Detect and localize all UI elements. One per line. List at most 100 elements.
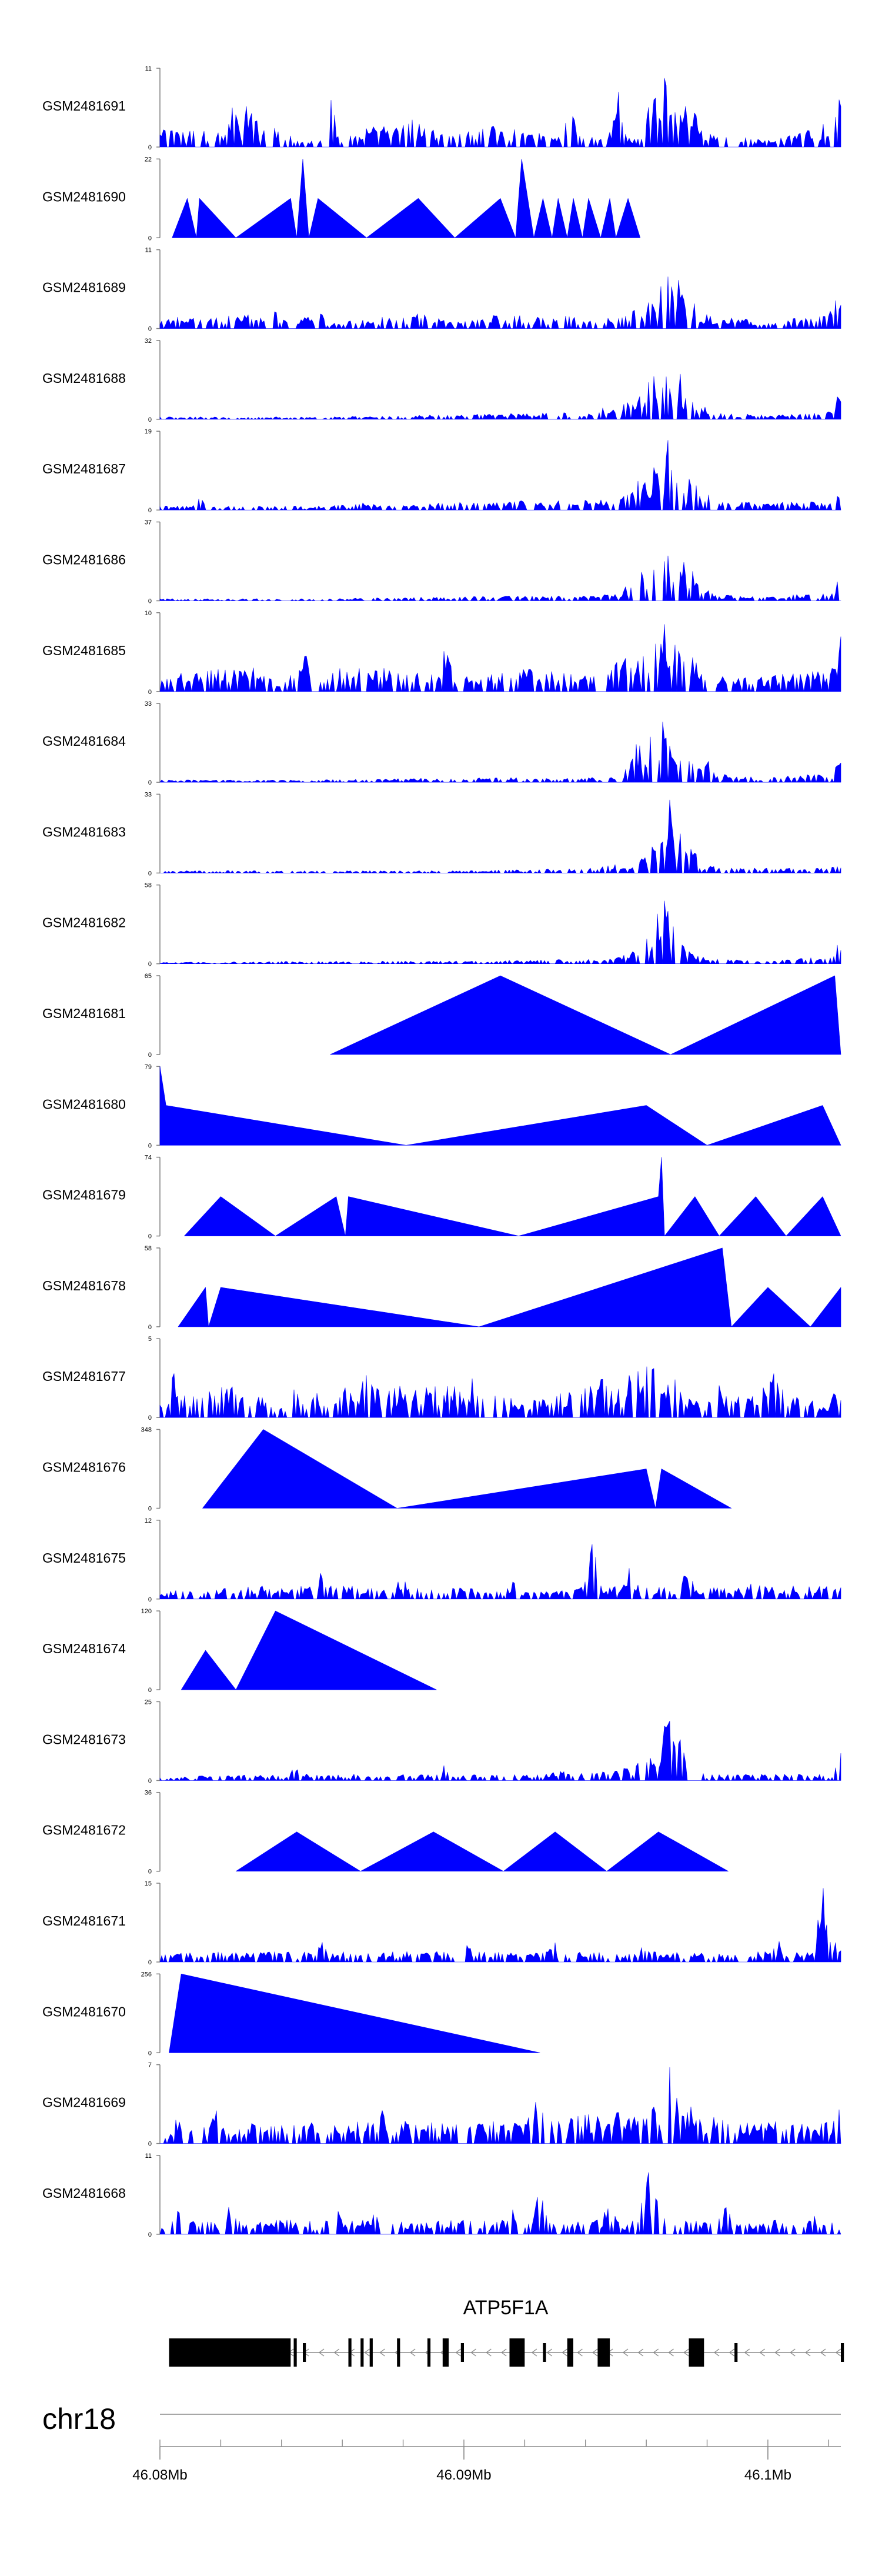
gene-exon <box>397 2338 400 2367</box>
y-axis-min-label: 0 <box>148 2231 152 2238</box>
strand-chevron <box>546 2348 553 2357</box>
track-label: GSM2481670 <box>42 2004 126 2019</box>
strand-chevron <box>622 2348 629 2357</box>
track-label: GSM2481681 <box>42 1006 126 1021</box>
track-label: GSM2481669 <box>42 2095 126 2110</box>
coverage-area <box>169 1974 540 2053</box>
y-axis-max-label: 65 <box>145 973 152 980</box>
track-GSM2481676: GSM2481676 348 0 <box>42 1427 732 1513</box>
y-axis-max-label: 33 <box>145 700 152 708</box>
y-axis-min-label: 0 <box>148 144 152 151</box>
strand-chevron <box>744 2348 750 2357</box>
track-label: GSM2481672 <box>42 1823 126 1838</box>
coverage-area <box>159 1066 841 1146</box>
track-label: GSM2481668 <box>42 2185 126 2201</box>
coverage-area <box>172 159 641 238</box>
y-axis-max-label: 79 <box>145 1063 152 1070</box>
strand-chevron <box>318 2348 325 2357</box>
y-axis-max-label: 25 <box>145 1699 152 1706</box>
y-axis-min-label: 0 <box>148 1142 152 1149</box>
y-axis-min-label: 0 <box>148 1868 152 1876</box>
coverage-area <box>159 624 841 692</box>
track-GSM2481685: GSM2481685 10 0 <box>42 610 841 696</box>
y-axis-min-label: 0 <box>148 1777 152 1784</box>
track-label: GSM2481676 <box>42 1460 126 1475</box>
track-GSM2481686: GSM2481686 37 0 <box>42 519 841 605</box>
gene-exon <box>293 2338 297 2367</box>
y-axis-min-label: 0 <box>148 1052 152 1059</box>
coverage-area <box>181 1610 437 1690</box>
axis-tick-label: 46.09Mb <box>436 2467 491 2483</box>
gene-exon <box>442 2338 449 2367</box>
coverage-area <box>159 1366 841 1418</box>
gene-exon <box>689 2338 704 2367</box>
y-axis-max-label: 11 <box>145 2153 152 2160</box>
strand-chevron <box>653 2348 659 2357</box>
y-axis-min-label: 0 <box>148 2050 152 2057</box>
coverage-area <box>159 1721 841 1781</box>
track-label: GSM2481686 <box>42 552 126 568</box>
strand-chevron <box>379 2348 385 2357</box>
y-axis-max-label: 32 <box>145 338 152 345</box>
track-GSM2481680: GSM2481680 79 0 <box>42 1063 841 1149</box>
track-label: GSM2481680 <box>42 1096 126 1112</box>
track-label: GSM2481685 <box>42 643 126 658</box>
strand-chevron <box>759 2348 766 2357</box>
track-GSM2481684: GSM2481684 33 0 <box>42 700 841 786</box>
y-axis-max-label: 256 <box>141 1971 152 1978</box>
track-GSM2481668: GSM2481668 11 0 <box>42 2153 841 2238</box>
strand-chevron <box>774 2348 780 2357</box>
track-label: GSM2481691 <box>42 98 126 114</box>
gene-label: ATP5F1A <box>463 2297 549 2319</box>
track-GSM2481683: GSM2481683 33 0 <box>42 791 841 877</box>
track-GSM2481672: GSM2481672 36 0 <box>42 1790 729 1876</box>
y-axis-min-label: 0 <box>148 961 152 968</box>
track-GSM2481677: GSM2481677 5 0 <box>42 1336 841 1422</box>
track-GSM2481671: GSM2481671 15 0 <box>42 1880 841 1966</box>
y-axis-min-label: 0 <box>148 2141 152 2148</box>
gene-exon <box>460 2343 464 2362</box>
track-GSM2481673: GSM2481673 25 0 <box>42 1699 841 1784</box>
track-label: GSM2481682 <box>42 915 126 930</box>
gene-exon <box>169 2338 291 2367</box>
strand-chevron <box>470 2348 476 2357</box>
track-label: GSM2481689 <box>42 280 126 295</box>
y-axis-min-label: 0 <box>148 1596 152 1603</box>
track-label: GSM2481688 <box>42 371 126 386</box>
strand-chevron <box>562 2348 567 2357</box>
coverage-area <box>159 1544 841 1600</box>
y-axis-max-label: 120 <box>141 1608 152 1615</box>
y-axis-min-label: 0 <box>148 689 152 696</box>
track-GSM2481690: GSM2481690 22 0 <box>42 156 641 242</box>
gene-exon <box>509 2338 525 2367</box>
y-axis-max-label: 58 <box>145 1245 152 1252</box>
gene-exon <box>597 2338 610 2367</box>
y-axis-min-label: 0 <box>148 1414 152 1422</box>
track-label: GSM2481675 <box>42 1550 126 1566</box>
strand-chevron <box>592 2348 598 2357</box>
strand-chevron <box>333 2348 340 2357</box>
strand-chevron <box>501 2348 507 2357</box>
y-axis-min-label: 0 <box>148 1233 152 1240</box>
y-axis-min-label: 0 <box>148 235 152 242</box>
y-axis-max-label: 19 <box>145 428 152 435</box>
y-axis-min-label: 0 <box>148 779 152 786</box>
strand-chevron <box>835 2348 841 2357</box>
y-axis-min-label: 0 <box>148 598 152 605</box>
coverage-area <box>159 373 841 420</box>
track-GSM2481675: GSM2481675 12 0 <box>42 1517 841 1603</box>
track-GSM2481670: GSM2481670 256 0 <box>42 1971 540 2057</box>
gene-exon <box>543 2343 546 2362</box>
track-label: GSM2481677 <box>42 1369 126 1384</box>
coverage-area <box>235 1831 729 1871</box>
strand-chevron <box>409 2348 416 2357</box>
y-axis-min-label: 0 <box>148 1959 152 1966</box>
coverage-area <box>159 799 841 873</box>
track-GSM2481669: GSM2481669 7 0 <box>42 2062 841 2148</box>
track-label: GSM2481684 <box>42 733 126 749</box>
strand-chevron <box>729 2348 735 2357</box>
y-axis-max-label: 15 <box>145 1880 152 1887</box>
track-GSM2481679: GSM2481679 74 0 <box>42 1154 841 1240</box>
y-axis-min-label: 0 <box>148 1687 152 1694</box>
